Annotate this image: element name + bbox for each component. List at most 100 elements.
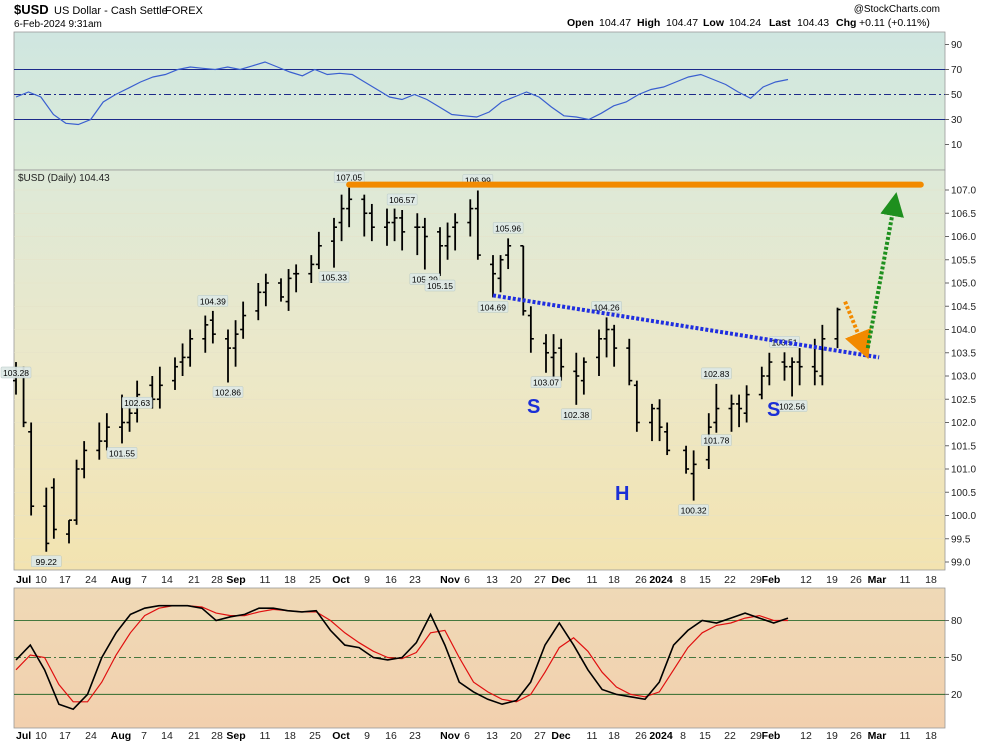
price-point-label-bg (477, 301, 509, 313)
rsi-tick-label: 90 (951, 40, 963, 51)
x-axis-label: 22 (724, 574, 736, 586)
stoch-x-axis: Jul 10 17 24 Aug 7 14 21 28 Sep 11 18 25 Oct 9 16 23 Nov 6… (16, 730, 937, 742)
price-point-label-text: 103.07 (533, 378, 559, 388)
price-point-label-bg (530, 376, 562, 388)
x-axis-label: Dec (551, 730, 570, 742)
ohlc-bar (713, 383, 720, 433)
price-point-label-bg (197, 295, 229, 307)
price-point-label: 100.32 (678, 504, 709, 516)
x-axis-label: 7 (141, 730, 147, 742)
rsi-panel (13, 31, 946, 171)
x-axis-label: 24 (85, 730, 97, 742)
stoch-slow-line (15, 605, 788, 703)
price-tick-label: 100.5 (951, 488, 976, 499)
price-point-label: 101.78 (701, 434, 732, 446)
x-axis-label: 14 (161, 574, 173, 586)
price-point-label-bg (492, 222, 524, 234)
x-axis-label: Dec (551, 574, 570, 586)
price-point-label-text: 102.63 (124, 398, 150, 408)
ohlc-bar (505, 238, 512, 270)
ohlc-bar (384, 208, 390, 246)
price-point-label-text: 103.28 (3, 368, 29, 378)
x-axis-label: Nov (440, 730, 460, 742)
x-axis-label: Oct (332, 574, 350, 586)
x-axis-label: 16 (385, 730, 397, 742)
price-point-label-text: 101.78 (703, 436, 729, 446)
x-axis-label: 8 (680, 574, 686, 586)
price-point-label-text: 105.33 (321, 273, 347, 283)
price-point-label-bg (386, 193, 418, 206)
stoch-tick-label: 80 (951, 616, 963, 627)
rsi-series (15, 61, 789, 126)
price-point-label-bg (701, 367, 732, 380)
x-axis-label: 11 (900, 574, 911, 586)
x-axis-label: 18 (925, 730, 937, 742)
price-point-label-text: 106.99 (465, 175, 491, 185)
price-tick-label: 106.0 (951, 232, 976, 243)
price-bars (13, 187, 841, 552)
price-point-label-text: 102.56 (779, 401, 805, 411)
price-point-label-text: 106.57 (389, 195, 415, 205)
ohlc-bar (28, 422, 35, 516)
price-point-label-bg (318, 271, 350, 283)
last-label: Last (769, 17, 791, 29)
ohlc-bar (683, 445, 690, 474)
ohlc-bar (202, 315, 209, 353)
ohlc-bar (834, 307, 841, 349)
ohlc-bar (550, 334, 557, 381)
stoch-axis: 80 50 20 (945, 616, 963, 701)
high-label: High (637, 17, 660, 29)
x-axis-label: 25 (309, 730, 321, 742)
x-axis-label: Mar (868, 574, 887, 586)
chg-value: +0.11 (+0.11%) (859, 17, 930, 29)
low-label: Low (703, 17, 725, 29)
ohlc-bar (346, 187, 353, 228)
rsi-tick-label: 70 (951, 65, 963, 76)
price-point-label-bg (121, 396, 153, 409)
x-axis-label: 14 (161, 730, 173, 742)
x-axis-label: 9 (364, 574, 370, 586)
ohlc-bar (573, 352, 580, 405)
x-axis-label: 11 (900, 730, 911, 742)
ohlc-bar (728, 394, 735, 432)
watermark: @StockCharts.com (854, 4, 940, 15)
low-value: 104.24 (729, 17, 761, 29)
ohlc-bar (437, 227, 443, 277)
x-axis-label: Sep (226, 730, 245, 742)
x-axis-label: Mar (868, 730, 887, 742)
x-axis-label: 18 (284, 574, 296, 586)
price-point-label-bg (212, 386, 244, 398)
x-axis-label: Aug (111, 730, 131, 742)
ohlc-bar (474, 190, 481, 260)
ohlc-bar (315, 231, 322, 270)
pattern-right-shoulder: S (767, 399, 780, 421)
x-axis-label: Nov (440, 574, 460, 586)
chart-date: 6-Feb-2024 9:31am (14, 19, 102, 30)
price-point-label: 103.28 (0, 366, 32, 379)
exchange: FOREX (165, 5, 204, 17)
x-axis-label: 18 (608, 574, 620, 586)
price-point-label: 105.33 (318, 271, 350, 283)
stoch-tick-label: 50 (951, 653, 963, 664)
instrument-name: US Dollar - Cash Settle (54, 5, 168, 17)
price-point-label-text: 104.69 (480, 302, 506, 312)
ohlc-bar (664, 422, 671, 456)
x-axis-label: 6 (464, 730, 470, 742)
price-tick-label: 101.5 (951, 441, 976, 452)
x-axis-label: 18 (284, 730, 296, 742)
x-axis-label: 20 (510, 574, 522, 586)
ohlc-bar (736, 394, 743, 428)
price-point-label-bg (424, 279, 456, 292)
x-axis-label: 7 (141, 574, 147, 586)
x-axis-label: 22 (724, 730, 736, 742)
rsi-tick-label: 50 (951, 90, 963, 101)
ohlc-bar (766, 352, 773, 386)
chart-header: $USD US Dollar - Cash Settle FOREX 6-Feb… (14, 2, 940, 30)
price-gridlines (14, 189, 945, 563)
ohlc-bar (103, 413, 110, 451)
neckline (492, 293, 880, 360)
open-label: Open (567, 17, 594, 29)
ohlc-bar (690, 450, 697, 501)
price-point-label-bg (106, 447, 138, 459)
